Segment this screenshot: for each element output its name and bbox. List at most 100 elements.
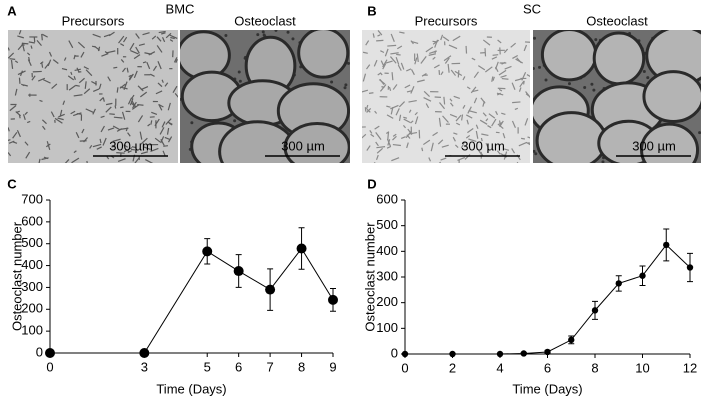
- cell: [466, 114, 473, 119]
- cell: [112, 138, 121, 142]
- cell: [425, 46, 434, 53]
- cell: [123, 81, 128, 91]
- cell: [151, 111, 158, 116]
- cell: [438, 117, 442, 127]
- cell: [84, 81, 87, 89]
- cell: [28, 41, 35, 44]
- cell: [444, 57, 450, 64]
- cell: [421, 147, 424, 152]
- cell: [41, 119, 47, 125]
- cell: [456, 122, 461, 126]
- cell: [525, 91, 530, 99]
- cell: [121, 111, 126, 120]
- x-tick-label: 5: [204, 359, 211, 374]
- cell: [130, 102, 136, 108]
- cell: [406, 90, 413, 93]
- x-tick-label: 4: [496, 360, 503, 375]
- osteoclast-cell: [535, 111, 608, 163]
- cell: [454, 144, 459, 148]
- cell: [92, 88, 100, 92]
- cell: [107, 127, 115, 131]
- cell: [392, 135, 397, 141]
- cell: [96, 146, 102, 150]
- x-tick-label: 8: [591, 360, 598, 375]
- cell: [481, 133, 489, 136]
- cell: [106, 50, 116, 54]
- cell: [432, 131, 438, 137]
- cell: [61, 67, 68, 71]
- cell: [75, 131, 80, 139]
- cell: [134, 157, 140, 163]
- cell: [443, 55, 452, 62]
- cell: [473, 71, 479, 79]
- cell: [100, 115, 105, 119]
- cell: [174, 93, 178, 98]
- cell: [26, 52, 31, 56]
- cell: [30, 45, 33, 49]
- cell: [116, 87, 119, 93]
- cell: [373, 59, 378, 67]
- cell: [150, 73, 155, 77]
- cell: [128, 74, 132, 78]
- cell: [135, 33, 140, 39]
- cell: [131, 146, 137, 149]
- cell: [152, 65, 158, 71]
- nucleus: [533, 149, 536, 153]
- cell: [92, 33, 101, 38]
- cell: [38, 77, 46, 82]
- cell: [81, 128, 85, 134]
- x-tick-label: 7: [266, 359, 273, 374]
- y-axis-title: Osteoclast number: [362, 222, 377, 332]
- cell: [384, 48, 389, 57]
- cell: [64, 159, 70, 163]
- cell: [399, 31, 405, 34]
- x-tick-label: 0: [401, 360, 408, 375]
- cell: [146, 61, 151, 70]
- cell: [44, 62, 51, 69]
- cell: [137, 115, 144, 123]
- cell: [112, 125, 121, 131]
- data-point: [449, 350, 456, 358]
- cell: [77, 41, 86, 49]
- y-tick-label: 100: [376, 320, 398, 335]
- cell: [166, 127, 170, 135]
- cell: [156, 45, 163, 53]
- cell: [126, 67, 129, 73]
- cell: [487, 125, 492, 129]
- cell: [468, 138, 477, 143]
- cell: [500, 74, 507, 78]
- nucleus: [190, 121, 194, 125]
- cell: [386, 114, 394, 119]
- cell: [119, 83, 126, 89]
- cell: [103, 33, 111, 38]
- cell: [157, 61, 162, 70]
- cell: [503, 148, 510, 151]
- cell: [127, 150, 132, 154]
- cell: [99, 138, 102, 144]
- cell: [39, 99, 43, 103]
- cell: [386, 145, 392, 149]
- cell: [391, 72, 394, 81]
- nucleus: [567, 82, 571, 86]
- nucleus: [343, 86, 347, 90]
- cell: [41, 125, 46, 131]
- nucleus: [291, 37, 295, 41]
- cell: [125, 127, 128, 132]
- cell: [385, 131, 390, 135]
- y-tick-label: 500: [376, 217, 398, 232]
- cell: [130, 50, 139, 55]
- cell: [416, 53, 419, 62]
- cell: [485, 118, 489, 122]
- cell: [414, 57, 418, 65]
- image-caption: Osteoclast: [586, 13, 648, 28]
- cell: [516, 57, 522, 64]
- cell: [376, 147, 384, 154]
- data-point: [45, 348, 55, 358]
- cell: [438, 161, 442, 163]
- cell: [91, 80, 97, 85]
- cell: [470, 86, 477, 94]
- cell: [447, 63, 450, 73]
- cell: [165, 32, 172, 39]
- cell: [8, 140, 15, 144]
- cell: [501, 61, 506, 65]
